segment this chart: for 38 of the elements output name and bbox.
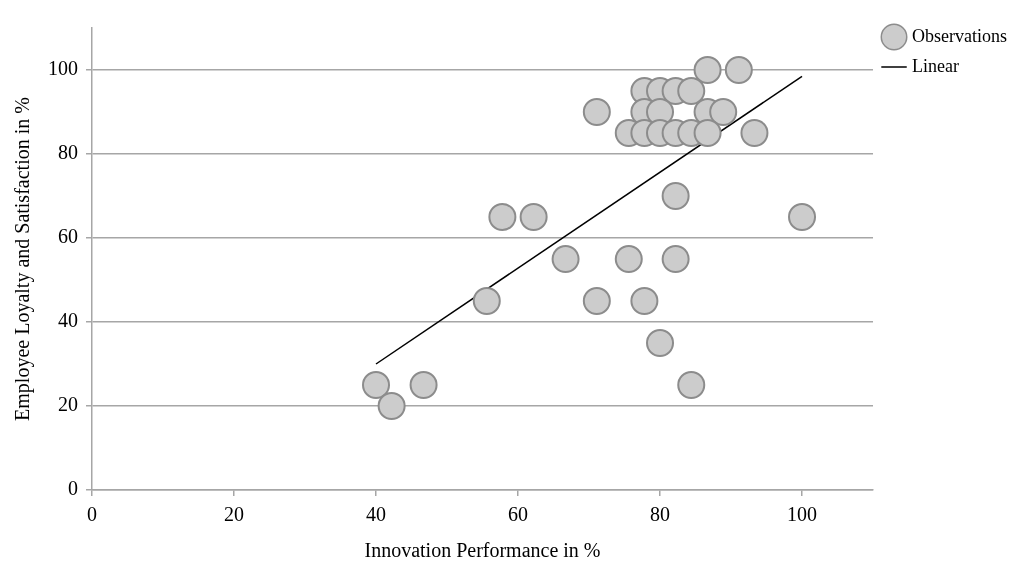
point: [409, 371, 438, 399]
y-tick-label: 100: [48, 57, 78, 80]
point: [582, 287, 611, 315]
point: [519, 203, 548, 231]
point: [377, 392, 406, 420]
point: [488, 203, 517, 231]
y-tick-label: 80: [58, 141, 78, 164]
point: [362, 371, 391, 399]
point: [472, 287, 501, 315]
point: [693, 119, 722, 147]
y-axis-title: Employee Loyalty and Satisfaction in %: [11, 97, 35, 421]
point: [740, 119, 769, 147]
point: [788, 203, 817, 231]
point: [582, 98, 611, 126]
point: [661, 182, 690, 210]
x-tick-label: 80: [650, 503, 671, 526]
point: [614, 245, 643, 273]
point: [724, 56, 753, 84]
y-tick-label: 20: [58, 393, 78, 416]
x-tick-label: 100: [787, 503, 818, 526]
point: [646, 329, 675, 357]
x-tick-label: 20: [224, 503, 244, 526]
x-axis-title: Innovation Performance in %: [364, 539, 601, 562]
point: [677, 371, 706, 399]
y-tick-label: 60: [58, 225, 78, 248]
x-tick-label: 60: [508, 503, 529, 526]
point: [709, 98, 738, 126]
x-tick-label: 40: [366, 503, 387, 526]
point: [677, 77, 706, 105]
point: [630, 287, 659, 315]
point: [693, 56, 722, 84]
point: [551, 245, 580, 273]
point: [661, 245, 690, 273]
legend-label: Linear: [912, 55, 959, 76]
y-tick-label: 40: [58, 309, 78, 332]
x-tick-label: 0: [87, 503, 97, 526]
legend-label: Observations: [912, 25, 1007, 46]
y-tick-label: 0: [68, 477, 78, 500]
